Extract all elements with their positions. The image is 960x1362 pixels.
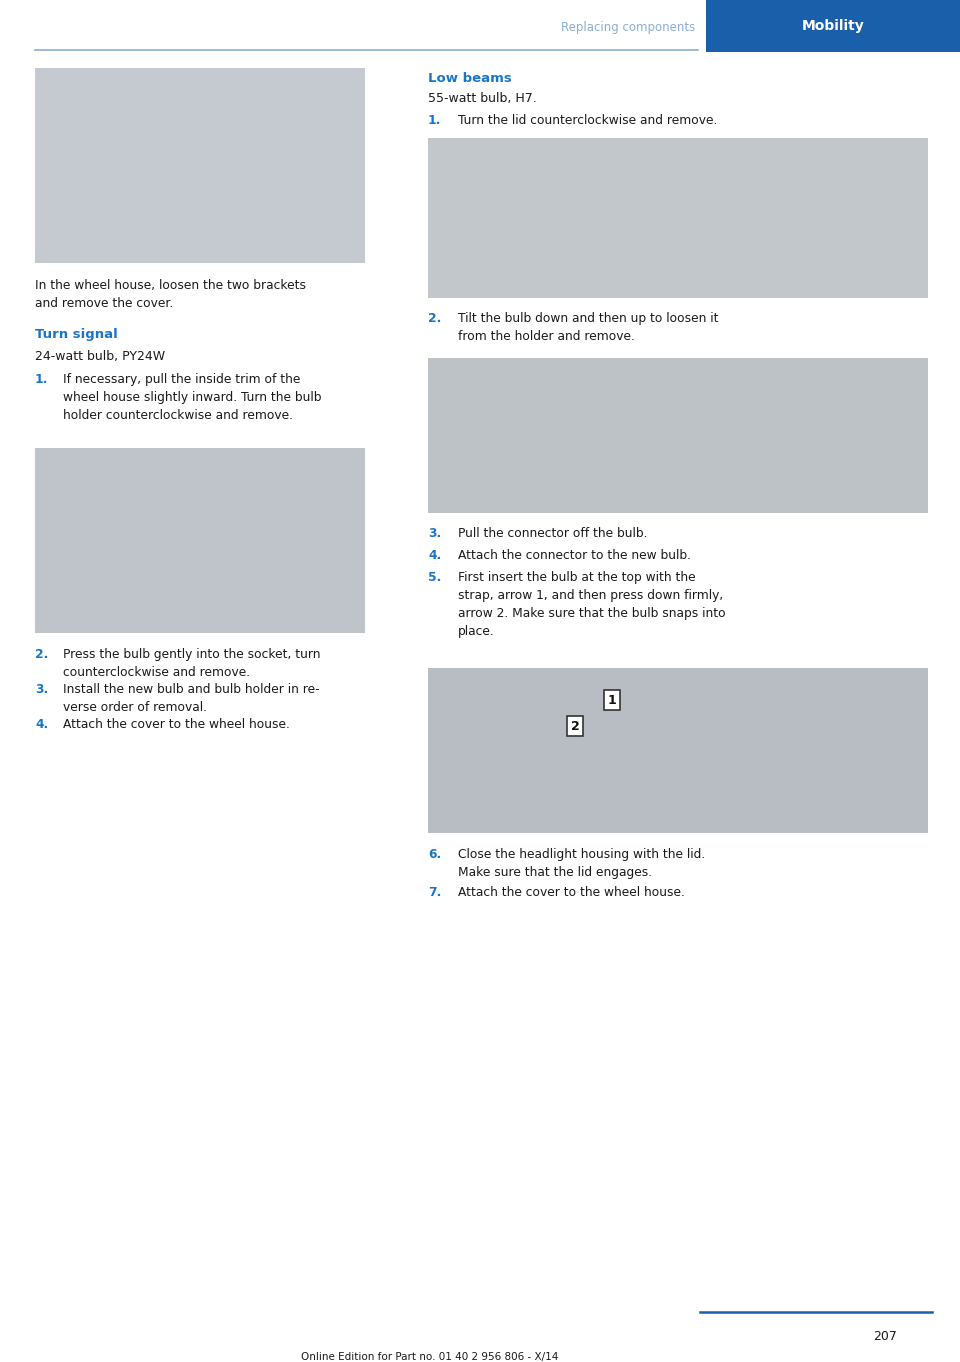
Text: Install the new bulb and bulb holder in re-
verse order of removal.: Install the new bulb and bulb holder in … bbox=[63, 682, 320, 714]
Bar bbox=[428, 667, 928, 834]
Bar bbox=[428, 358, 928, 513]
Text: Press the bulb gently into the socket, turn
counterclockwise and remove.: Press the bulb gently into the socket, t… bbox=[63, 648, 321, 680]
Text: Online Edition for Part no. 01 40 2 956 806 - X/14: Online Edition for Part no. 01 40 2 956 … bbox=[301, 1352, 559, 1362]
Text: Low beams: Low beams bbox=[428, 72, 512, 84]
Text: 55-watt bulb, H7.: 55-watt bulb, H7. bbox=[428, 93, 537, 105]
Bar bbox=[706, 0, 960, 52]
Text: 7.: 7. bbox=[428, 887, 442, 899]
Text: 1.: 1. bbox=[35, 373, 48, 385]
Text: 4.: 4. bbox=[428, 549, 442, 563]
Text: 4.: 4. bbox=[35, 718, 48, 731]
Text: Attach the cover to the wheel house.: Attach the cover to the wheel house. bbox=[458, 887, 684, 899]
Bar bbox=[428, 138, 928, 298]
Text: 6.: 6. bbox=[428, 849, 442, 861]
Text: If necessary, pull the inside trim of the
wheel house slightly inward. Turn the : If necessary, pull the inside trim of th… bbox=[63, 373, 322, 422]
Text: Turn the lid counterclockwise and remove.: Turn the lid counterclockwise and remove… bbox=[458, 114, 717, 127]
Text: Replacing components: Replacing components bbox=[561, 22, 695, 34]
Text: 1: 1 bbox=[608, 693, 616, 707]
Text: 2.: 2. bbox=[35, 648, 48, 661]
Text: Tilt the bulb down and then up to loosen it
from the holder and remove.: Tilt the bulb down and then up to loosen… bbox=[458, 312, 718, 343]
Text: 5.: 5. bbox=[428, 571, 442, 584]
Text: Close the headlight housing with the lid.
Make sure that the lid engages.: Close the headlight housing with the lid… bbox=[458, 849, 706, 878]
Bar bbox=[35, 68, 365, 263]
Text: 3.: 3. bbox=[35, 682, 48, 696]
Text: 207: 207 bbox=[873, 1331, 897, 1343]
Text: Attach the connector to the new bulb.: Attach the connector to the new bulb. bbox=[458, 549, 691, 563]
Text: In the wheel house, loosen the two brackets
and remove the cover.: In the wheel house, loosen the two brack… bbox=[35, 279, 306, 311]
Text: 1.: 1. bbox=[428, 114, 442, 127]
Text: 2: 2 bbox=[570, 719, 580, 733]
Text: Mobility: Mobility bbox=[802, 19, 864, 33]
Text: Pull the connector off the bulb.: Pull the connector off the bulb. bbox=[458, 527, 647, 539]
Text: Attach the cover to the wheel house.: Attach the cover to the wheel house. bbox=[63, 718, 290, 731]
Text: 2.: 2. bbox=[428, 312, 442, 326]
Text: 3.: 3. bbox=[428, 527, 442, 539]
Text: 24-watt bulb, PY24W: 24-watt bulb, PY24W bbox=[35, 350, 165, 364]
Text: Turn signal: Turn signal bbox=[35, 328, 118, 340]
Text: First insert the bulb at the top with the
strap, arrow 1, and then press down fi: First insert the bulb at the top with th… bbox=[458, 571, 726, 637]
Bar bbox=[35, 448, 365, 633]
